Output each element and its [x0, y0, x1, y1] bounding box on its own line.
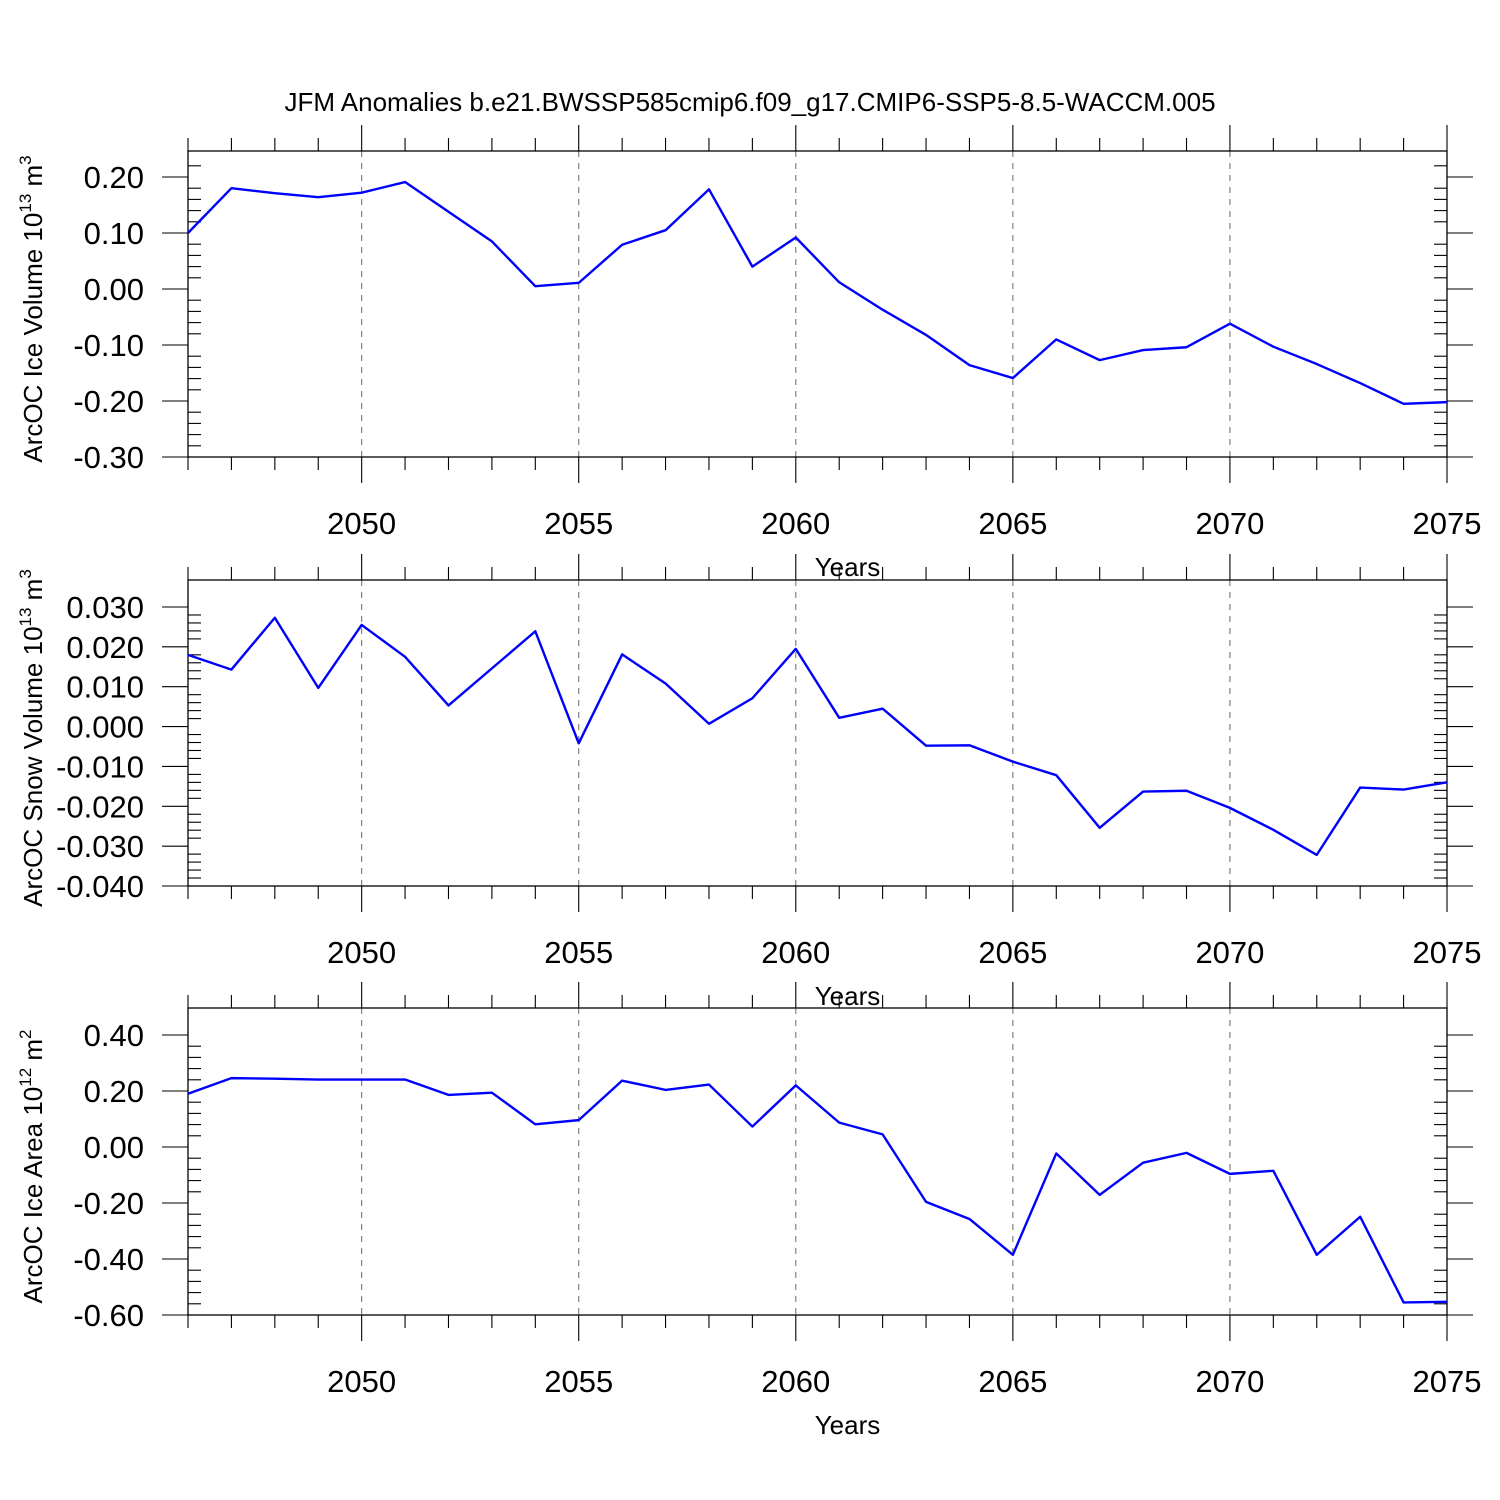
- y-tick-label: 0.00: [84, 1130, 144, 1165]
- series-line: [187, 180, 1448, 405]
- y-axis-title-exp: 13: [16, 608, 35, 627]
- x-axis-title: Years: [815, 981, 881, 1011]
- y-axis-title-main: ArcOC Ice Area 10: [18, 1087, 48, 1304]
- y-tick-label: -0.10: [73, 328, 144, 363]
- x-tick-label: 2060: [761, 935, 830, 970]
- y-axis-title-exp: 12: [16, 1068, 35, 1087]
- y-tick-label: -0.020: [56, 789, 144, 824]
- x-tick-label: 2050: [327, 1364, 396, 1399]
- y-tick-label: 0.40: [84, 1018, 144, 1053]
- y-tick-label: 0.020: [66, 630, 144, 665]
- x-tick-label: 2065: [978, 506, 1047, 541]
- y-axis-title-main: ArcOC Ice Volume 10: [18, 213, 48, 463]
- x-tick-label: 2075: [1413, 506, 1482, 541]
- x-tick-label: 2070: [1195, 506, 1264, 541]
- x-tick-label: 2070: [1195, 935, 1264, 970]
- plot-frame: [187, 579, 1448, 887]
- y-tick-label: 0.000: [66, 710, 144, 745]
- y-tick-label: -0.20: [73, 384, 144, 419]
- x-tick-label: 2055: [544, 1364, 613, 1399]
- panel-3: 0.40 0.20 0.00 -0.20 -0.40 -0.60 2050 2055 2060 2…: [16, 982, 1481, 1440]
- y-axis-title-unit: m: [18, 579, 48, 608]
- y-tick-label: -0.010: [56, 749, 144, 784]
- chart-panels: 0.20 0.10 0.00 -0.10 -0.20 -0.30 2050 2055 2060 2…: [16, 125, 1481, 1440]
- x-axis-title: Years: [815, 1410, 881, 1440]
- y-axis-title-main: ArcOC Snow Volume 10: [18, 626, 48, 906]
- x-axis-title: Years: [815, 552, 881, 582]
- y-axis-title: ArcOC Snow Volume 1013 m3: [16, 569, 48, 907]
- x-tick-label: 2055: [544, 935, 613, 970]
- x-tick-label: 2075: [1413, 1364, 1482, 1399]
- y-tick-label: 0.00: [84, 272, 144, 307]
- x-tick-label: 2055: [544, 506, 613, 541]
- y-tick-label: 0.030: [66, 590, 144, 625]
- y-axis-title-unit-exp: 2: [16, 1029, 35, 1038]
- x-tick-label: 2070: [1195, 1364, 1264, 1399]
- y-tick-label: 0.010: [66, 670, 144, 705]
- y-axis-title-unit: m: [18, 165, 48, 194]
- y-tick-label: -0.20: [73, 1186, 144, 1221]
- x-tick-label: 2050: [327, 506, 396, 541]
- y-axis-title: ArcOC Ice Area 1012 m2: [16, 1029, 48, 1303]
- y-tick-label: 0.20: [84, 1074, 144, 1109]
- y-tick-label: -0.30: [73, 440, 144, 475]
- x-tick-label: 2050: [327, 935, 396, 970]
- panel-1: 0.20 0.10 0.00 -0.10 -0.20 -0.30 2050 2055 2060 2…: [16, 125, 1481, 582]
- x-tick-label: 2060: [761, 506, 830, 541]
- y-tick-label: 0.20: [84, 160, 144, 195]
- y-tick-label: -0.030: [56, 829, 144, 864]
- chart-title: JFM Anomalies b.e21.BWSSP585cmip6.f09_g1…: [284, 87, 1215, 117]
- series-line: [187, 616, 1448, 857]
- y-tick-label: 0.10: [84, 216, 144, 251]
- x-tick-label: 2075: [1413, 935, 1482, 970]
- panel-2: 0.030 0.020 0.010 0.000 -0.010 -0.020 -0.030 -0…: [16, 554, 1481, 1011]
- y-tick-label: -0.040: [56, 869, 144, 904]
- y-axis-title: ArcOC Ice Volume 1013 m3: [16, 155, 48, 462]
- y-axis-title-unit: m: [18, 1039, 48, 1068]
- y-tick-label: -0.40: [73, 1242, 144, 1277]
- y-axis-title-unit-exp: 3: [16, 569, 35, 578]
- series-line: [187, 1076, 1448, 1304]
- x-tick-label: 2060: [761, 1364, 830, 1399]
- y-axis-title-exp: 13: [16, 194, 35, 213]
- x-tick-label: 2065: [978, 935, 1047, 970]
- x-tick-label: 2065: [978, 1364, 1047, 1399]
- y-tick-label: -0.60: [73, 1298, 144, 1333]
- plot-frame: [187, 150, 1448, 458]
- plot-frame: [187, 1007, 1448, 1316]
- y-axis-title-unit-exp: 3: [16, 155, 35, 164]
